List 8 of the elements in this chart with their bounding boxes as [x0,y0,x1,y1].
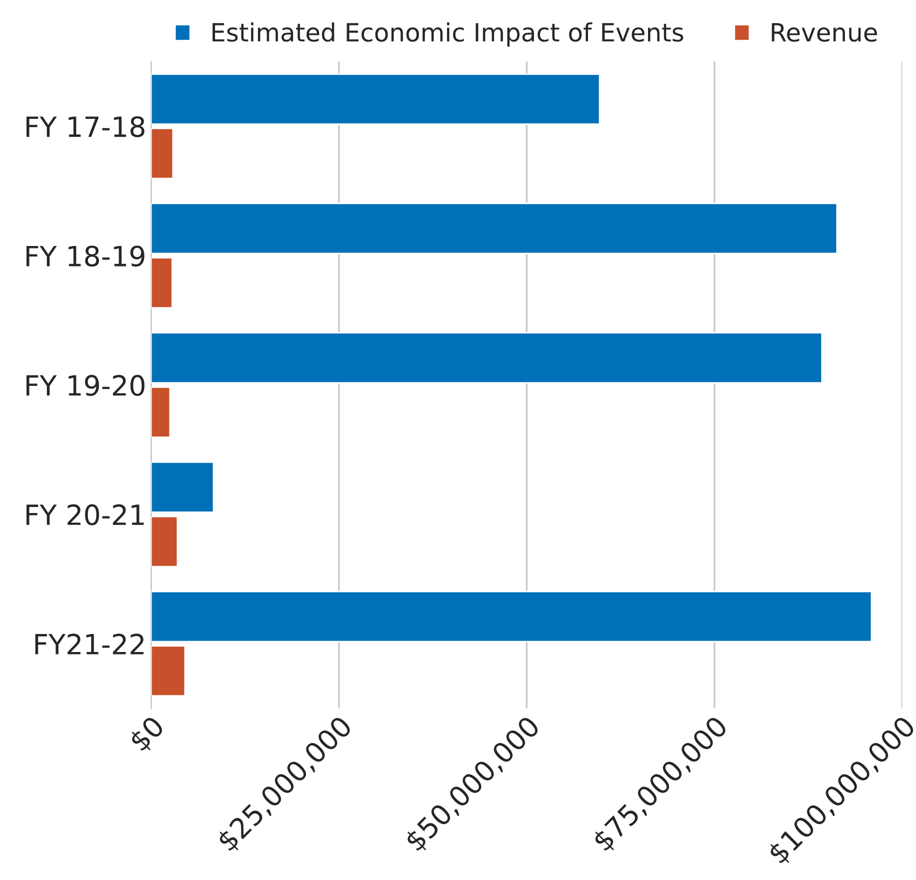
y-tick-label: FY 18-19 [26,246,144,267]
legend-label: Estimated Economic Impact of Events [212,22,684,47]
y-tick-label: FY 17-18 [26,116,144,138]
y-tick-label: FY21-22 [35,634,144,654]
x-tick-label: $0 [128,714,168,754]
y-tick-label: FY 20-21 [26,504,144,526]
y-tick-label: FY 19-20 [26,374,144,396]
legend-label: Revenue [772,23,877,42]
